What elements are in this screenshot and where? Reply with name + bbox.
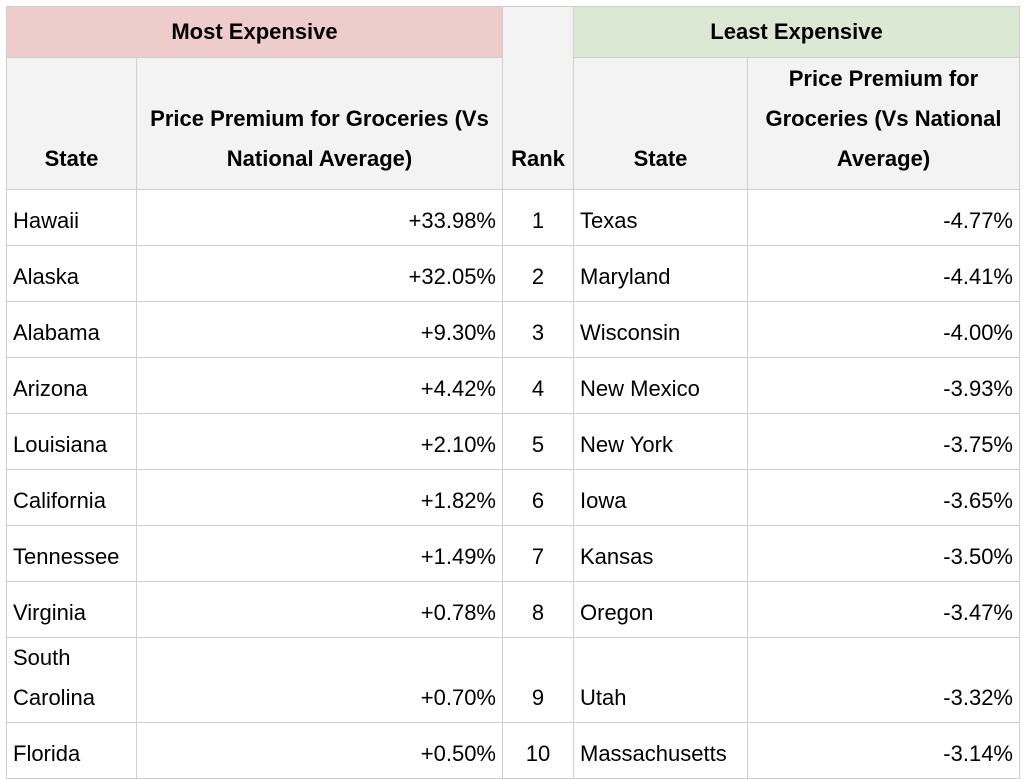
column-header-row: State Price Premium for Groceries (Vs Na… xyxy=(6,57,1020,190)
state-most: Alabama xyxy=(6,301,137,358)
state-least: Kansas xyxy=(573,525,748,582)
group-header: Most Expensive xyxy=(6,6,503,58)
state-least: Maryland xyxy=(573,245,748,302)
premium-least: -3.50% xyxy=(747,525,1020,582)
state-most: Alaska xyxy=(6,245,137,302)
state-most: Hawaii xyxy=(6,189,137,246)
premium-least: -3.32% xyxy=(747,637,1020,723)
column-header: Rank xyxy=(502,6,574,190)
premium-most: +0.50% xyxy=(136,722,503,779)
premium-most: +33.98% xyxy=(136,189,503,246)
column-header: State xyxy=(573,57,748,190)
premium-most: +2.10% xyxy=(136,413,503,470)
premium-least: -3.14% xyxy=(747,722,1020,779)
state-least: Massachusetts xyxy=(573,722,748,779)
state-least: Texas xyxy=(573,189,748,246)
premium-most: +1.49% xyxy=(136,525,503,582)
rank: 8 xyxy=(502,581,574,638)
table-row: Florida +0.50% 10 Massachusetts -3.14% xyxy=(6,722,1020,779)
table-row: Louisiana +2.10% 5 New York -3.75% xyxy=(6,413,1020,470)
table-row: South Carolina +0.70% 9 Utah -3.32% xyxy=(6,637,1020,723)
premium-most: +4.42% xyxy=(136,357,503,414)
premium-least: -4.77% xyxy=(747,189,1020,246)
state-most: Virginia xyxy=(6,581,137,638)
state-most: South Carolina xyxy=(6,637,137,723)
premium-most: +1.82% xyxy=(136,469,503,526)
rank: 10 xyxy=(502,722,574,779)
grocery-price-table: Most Expensive Rank Least Expensive Stat… xyxy=(6,6,1020,779)
premium-least: -3.47% xyxy=(747,581,1020,638)
state-most: Florida xyxy=(6,722,137,779)
state-least: Wisconsin xyxy=(573,301,748,358)
group-header: Least Expensive xyxy=(573,6,1020,58)
state-least: Iowa xyxy=(573,469,748,526)
state-least: Utah xyxy=(573,637,748,723)
table-row: Alaska +32.05% 2 Maryland -4.41% xyxy=(6,245,1020,302)
rank: 2 xyxy=(502,245,574,302)
state-least: New Mexico xyxy=(573,357,748,414)
rank: 7 xyxy=(502,525,574,582)
state-least: Oregon xyxy=(573,581,748,638)
table-body: Hawaii +33.98% 1 Texas -4.77% Alaska +32.05% 2 M… xyxy=(6,189,1020,779)
column-header: Price Premium for Groceries (Vs National… xyxy=(136,57,503,190)
state-most: California xyxy=(6,469,137,526)
rank: 3 xyxy=(502,301,574,358)
premium-most: +9.30% xyxy=(136,301,503,358)
premium-least: -4.41% xyxy=(747,245,1020,302)
state-least: New York xyxy=(573,413,748,470)
rank: 6 xyxy=(502,469,574,526)
table-row: California +1.82% 6 Iowa -3.65% xyxy=(6,469,1020,526)
premium-least: -3.93% xyxy=(747,357,1020,414)
premium-least: -4.00% xyxy=(747,301,1020,358)
state-most: Arizona xyxy=(6,357,137,414)
page: Most Expensive Rank Least Expensive Stat… xyxy=(6,6,1020,779)
table-row: Hawaii +33.98% 1 Texas -4.77% xyxy=(6,189,1020,246)
table-row: Tennessee +1.49% 7 Kansas -3.50% xyxy=(6,525,1020,582)
rank: 5 xyxy=(502,413,574,470)
rank: 4 xyxy=(502,357,574,414)
rank: 9 xyxy=(502,637,574,723)
table-head: Most Expensive Rank Least Expensive Stat… xyxy=(6,6,1020,190)
premium-least: -3.65% xyxy=(747,469,1020,526)
table-row: Virginia +0.78% 8 Oregon -3.47% xyxy=(6,581,1020,638)
premium-least: -3.75% xyxy=(747,413,1020,470)
premium-most: +0.78% xyxy=(136,581,503,638)
column-header: State xyxy=(6,57,137,190)
rank: 1 xyxy=(502,189,574,246)
state-most: Tennessee xyxy=(6,525,137,582)
table-row: Alabama +9.30% 3 Wisconsin -4.00% xyxy=(6,301,1020,358)
column-header: Price Premium for Groceries (Vs National… xyxy=(747,57,1020,190)
premium-most: +0.70% xyxy=(136,637,503,723)
table-row: Arizona +4.42% 4 New Mexico -3.93% xyxy=(6,357,1020,414)
group-header-row: Most Expensive Rank Least Expensive xyxy=(6,6,1020,190)
state-most: Louisiana xyxy=(6,413,137,470)
premium-most: +32.05% xyxy=(136,245,503,302)
